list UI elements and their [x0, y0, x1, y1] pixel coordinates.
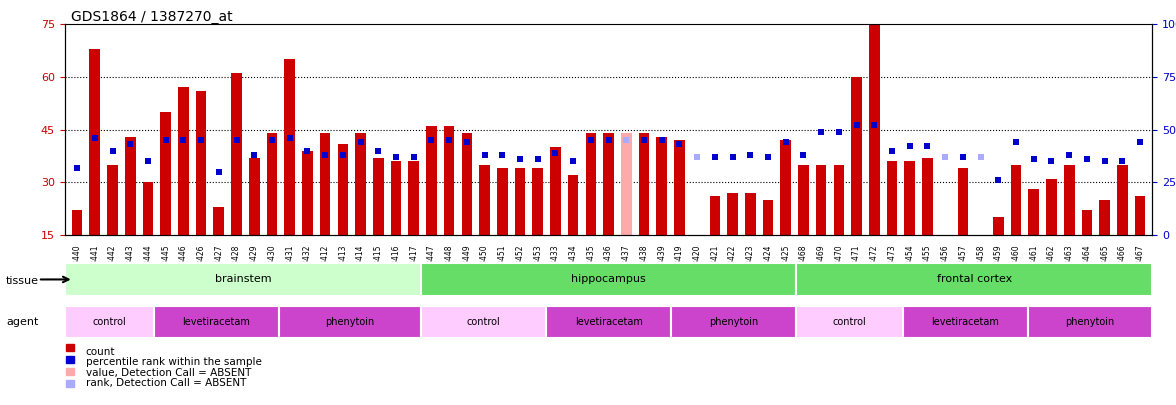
Bar: [674, 140, 684, 235]
Bar: [142, 182, 153, 235]
Bar: [214, 207, 225, 235]
Bar: [586, 133, 596, 235]
Bar: [1047, 179, 1057, 235]
Bar: [550, 147, 561, 235]
Text: phenytoin: phenytoin: [1065, 317, 1115, 327]
Bar: [408, 161, 419, 235]
FancyBboxPatch shape: [279, 305, 421, 339]
Bar: [160, 112, 171, 235]
Bar: [993, 217, 1003, 235]
Text: brainstem: brainstem: [215, 275, 272, 284]
Bar: [746, 193, 756, 235]
Bar: [178, 87, 188, 235]
Bar: [338, 144, 348, 235]
FancyBboxPatch shape: [796, 263, 1152, 296]
Bar: [799, 165, 809, 235]
Bar: [869, 14, 880, 235]
Bar: [390, 161, 401, 235]
FancyBboxPatch shape: [154, 305, 279, 339]
Text: value, Detection Call = ABSENT: value, Detection Call = ABSENT: [86, 368, 252, 377]
Text: count: count: [86, 347, 115, 357]
Bar: [267, 133, 278, 235]
Text: levetiracetam: levetiracetam: [575, 317, 642, 327]
Text: control: control: [833, 317, 867, 327]
Bar: [603, 133, 614, 235]
Text: control: control: [467, 317, 501, 327]
Bar: [568, 175, 579, 235]
Bar: [195, 91, 207, 235]
Bar: [781, 140, 791, 235]
Bar: [285, 60, 295, 235]
Bar: [639, 133, 649, 235]
Bar: [1029, 189, 1040, 235]
Bar: [1135, 196, 1145, 235]
Bar: [922, 158, 933, 235]
Text: tissue: tissue: [6, 277, 39, 286]
Bar: [621, 133, 632, 235]
Bar: [709, 196, 720, 235]
Bar: [1117, 165, 1128, 235]
FancyBboxPatch shape: [671, 305, 796, 339]
Text: percentile rank within the sample: percentile rank within the sample: [86, 358, 262, 367]
Bar: [72, 210, 82, 235]
Bar: [1064, 165, 1075, 235]
Bar: [66, 356, 73, 363]
Bar: [515, 168, 526, 235]
Bar: [373, 158, 383, 235]
Bar: [66, 380, 73, 387]
Text: hippocampus: hippocampus: [572, 275, 646, 284]
Bar: [320, 133, 330, 235]
FancyBboxPatch shape: [65, 305, 154, 339]
Bar: [232, 73, 242, 235]
Bar: [975, 235, 985, 249]
Text: frontal cortex: frontal cortex: [936, 275, 1011, 284]
FancyBboxPatch shape: [546, 305, 671, 339]
Bar: [727, 193, 737, 235]
Bar: [1010, 165, 1022, 235]
Bar: [66, 368, 73, 375]
Bar: [461, 133, 472, 235]
Text: control: control: [93, 317, 126, 327]
Bar: [497, 168, 508, 235]
Bar: [107, 165, 118, 235]
Bar: [89, 49, 100, 235]
Bar: [480, 165, 490, 235]
Bar: [125, 136, 135, 235]
Bar: [957, 168, 968, 235]
Bar: [887, 161, 897, 235]
Bar: [533, 168, 543, 235]
Bar: [763, 200, 774, 235]
Text: phenytoin: phenytoin: [709, 317, 759, 327]
Bar: [691, 235, 702, 242]
Bar: [302, 151, 313, 235]
Bar: [443, 126, 454, 235]
FancyBboxPatch shape: [903, 305, 1028, 339]
Bar: [904, 161, 915, 235]
Text: levetiracetam: levetiracetam: [182, 317, 250, 327]
Bar: [249, 158, 260, 235]
FancyBboxPatch shape: [1028, 305, 1152, 339]
Bar: [851, 77, 862, 235]
Bar: [355, 133, 366, 235]
Bar: [66, 343, 73, 351]
Bar: [1100, 200, 1110, 235]
Text: GDS1864 / 1387270_at: GDS1864 / 1387270_at: [71, 10, 232, 24]
Bar: [834, 165, 844, 235]
Text: agent: agent: [6, 317, 39, 327]
Text: levetiracetam: levetiracetam: [931, 317, 1000, 327]
Bar: [816, 165, 827, 235]
Bar: [656, 136, 667, 235]
Bar: [426, 126, 436, 235]
Text: phenytoin: phenytoin: [326, 317, 375, 327]
FancyBboxPatch shape: [796, 305, 903, 339]
FancyBboxPatch shape: [65, 263, 421, 296]
FancyBboxPatch shape: [421, 263, 796, 296]
Bar: [1082, 210, 1093, 235]
Text: rank, Detection Call = ABSENT: rank, Detection Call = ABSENT: [86, 378, 246, 388]
Bar: [940, 235, 950, 260]
FancyBboxPatch shape: [421, 305, 546, 339]
